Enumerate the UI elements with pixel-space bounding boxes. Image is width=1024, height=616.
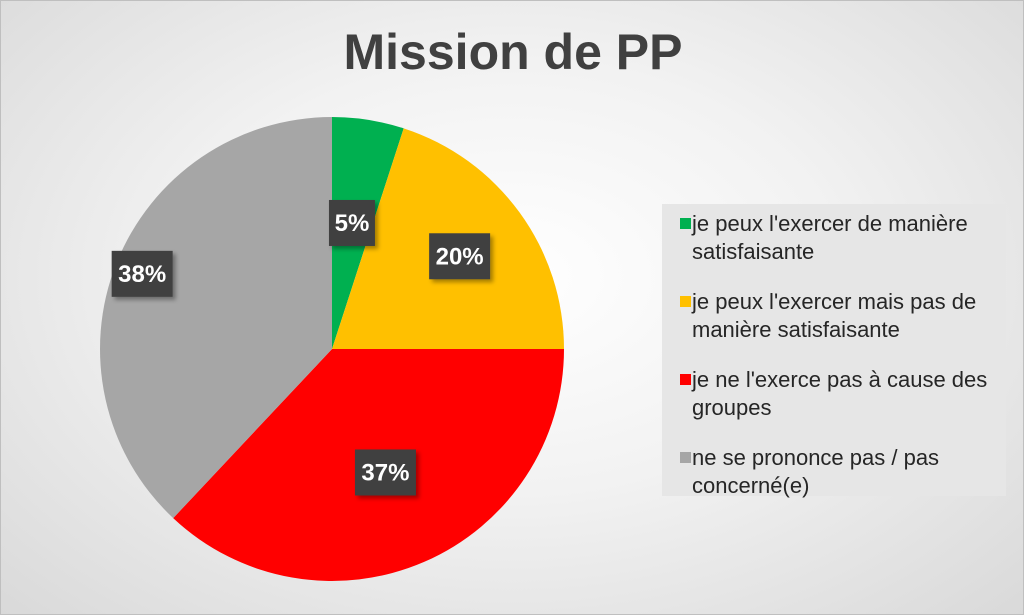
legend-label: je peux l'exercer de manière satisfaisan… (692, 211, 968, 264)
chart-title: Mission de PP (343, 24, 683, 80)
data-label-text: 5% (335, 210, 370, 237)
legend-item: je peux l'exercer mais pas de manière sa… (680, 288, 1006, 344)
legend-label: je ne l'exerce pas à cause des groupes (692, 367, 988, 420)
legend-item: je peux l'exercer de manière satisfaisan… (680, 210, 1006, 266)
data-label-text: 38% (118, 261, 166, 288)
data-label-text: 37% (361, 459, 409, 486)
data-label: 20% (429, 233, 491, 280)
pie-slice (100, 117, 332, 519)
data-label-box (354, 449, 416, 496)
data-label: 37% (354, 449, 416, 496)
legend-label: je peux l'exercer mais pas de manière sa… (692, 289, 977, 342)
legend-item: je ne l'exerce pas à cause des groupes (680, 366, 1006, 422)
legend: je peux l'exercer de manière satisfaisan… (662, 204, 1006, 498)
data-label: 38% (111, 250, 173, 297)
legend-label: ne se prononce pas / pas concerné(e) (692, 445, 940, 498)
legend-swatch (680, 452, 691, 463)
legend-swatch (680, 218, 691, 229)
legend-swatch (680, 374, 691, 385)
data-label-text: 20% (436, 243, 484, 270)
data-label-box (111, 250, 173, 297)
data-label: 5% (328, 199, 375, 246)
data-label-box (429, 233, 491, 280)
legend-item: ne se prononce pas / pas concerné(e) (680, 444, 1006, 500)
data-label-box (328, 199, 375, 246)
legend-swatch (680, 296, 691, 307)
